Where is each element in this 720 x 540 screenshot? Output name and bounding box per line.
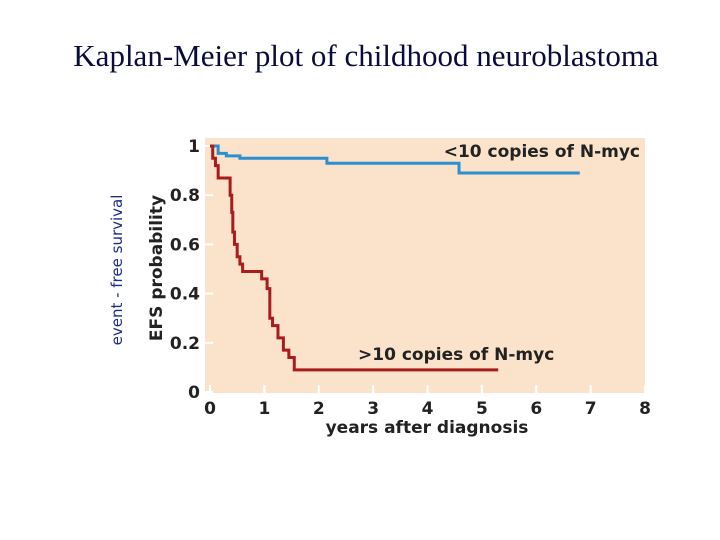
survival-curve [210, 144, 499, 372]
y-tick-label: 0.2 [170, 334, 200, 354]
x-tick-label: 7 [585, 399, 597, 419]
y-tick-label: 0.4 [170, 285, 200, 305]
slide-title: Kaplan-Meier plot of childhood neuroblas… [73, 38, 659, 73]
survival-curve [210, 144, 580, 175]
y-tick-label: 0 [188, 383, 200, 403]
x-tick-label: 5 [476, 399, 488, 419]
y-tick-label: 0.8 [170, 186, 200, 206]
x-tick-label: 6 [530, 399, 542, 419]
series-label: <10 copies of N-myc [444, 142, 640, 162]
x-tick-label: 8 [639, 399, 651, 419]
x-tick-label: 4 [422, 399, 434, 419]
y-tick-label: 0.6 [170, 235, 200, 255]
x-tick-label: 2 [313, 399, 325, 419]
y-tick-label: 1 [188, 137, 200, 157]
y-axis-label: EFS probability [147, 195, 167, 341]
x-tick-label: 3 [367, 399, 379, 419]
side-annotation: event - free survival [108, 195, 126, 346]
x-axis-label: years after diagnosis [326, 418, 529, 438]
series-label: >10 copies of N-myc [358, 345, 554, 365]
x-tick-label: 1 [258, 399, 270, 419]
x-tick-label: 0 [204, 399, 216, 419]
plot-area [205, 138, 645, 393]
